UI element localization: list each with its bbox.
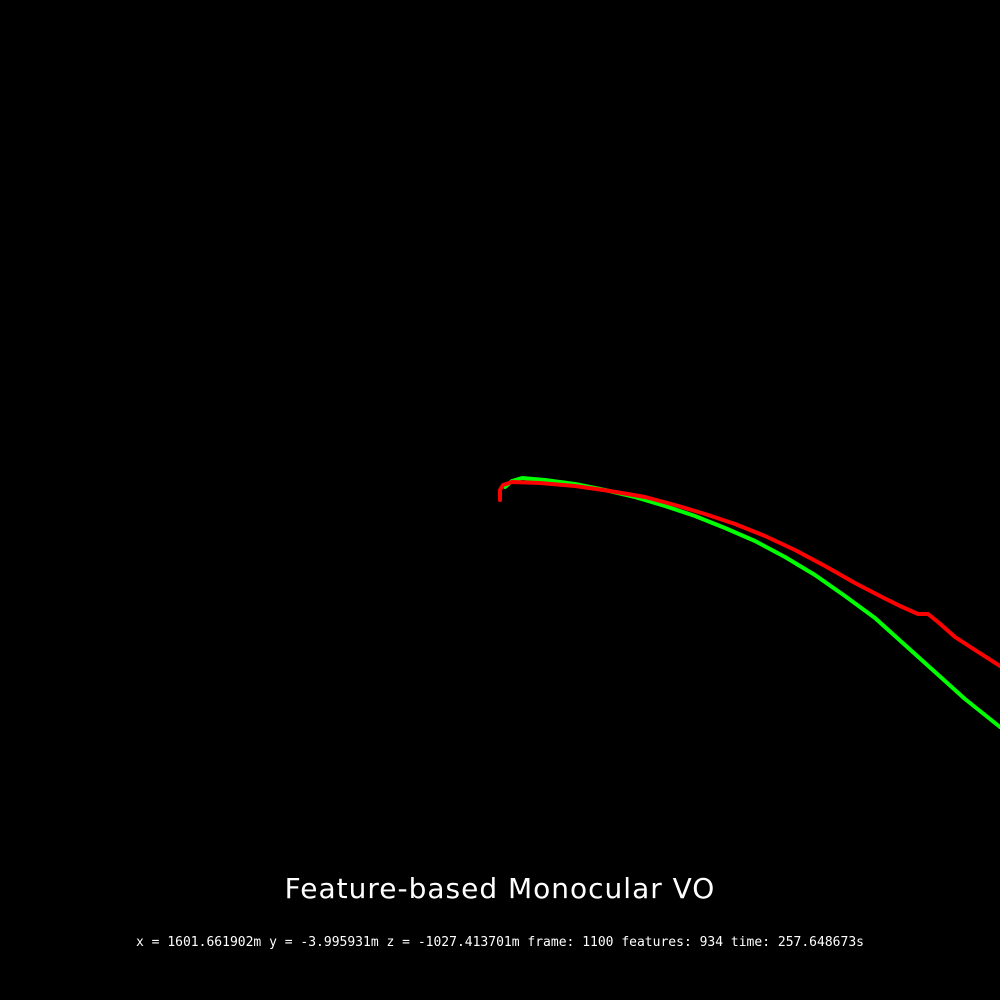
features-value: 934 <box>699 935 724 950</box>
ground-truth-trajectory <box>503 476 1000 729</box>
time-value: 257.648673s <box>777 935 864 950</box>
z-value: -1027.413701m <box>417 935 520 950</box>
frame-label: frame: <box>519 935 583 950</box>
window-title: Feature-based Monocular VO <box>284 872 716 905</box>
x-label: x = <box>136 935 168 950</box>
y-label: y = <box>261 935 301 950</box>
features-label: features: <box>613 935 700 950</box>
y-value: -3.995931m <box>300 935 379 950</box>
pose-status-line: x = 1601.661902m y = -3.995931m z = -102… <box>0 934 1000 952</box>
time-label: time: <box>723 935 778 950</box>
frame-value: 1100 <box>582 935 614 950</box>
estimated-trajectory <box>498 480 1000 668</box>
z-label: z = <box>378 935 418 950</box>
x-value: 1601.661902m <box>167 935 262 950</box>
